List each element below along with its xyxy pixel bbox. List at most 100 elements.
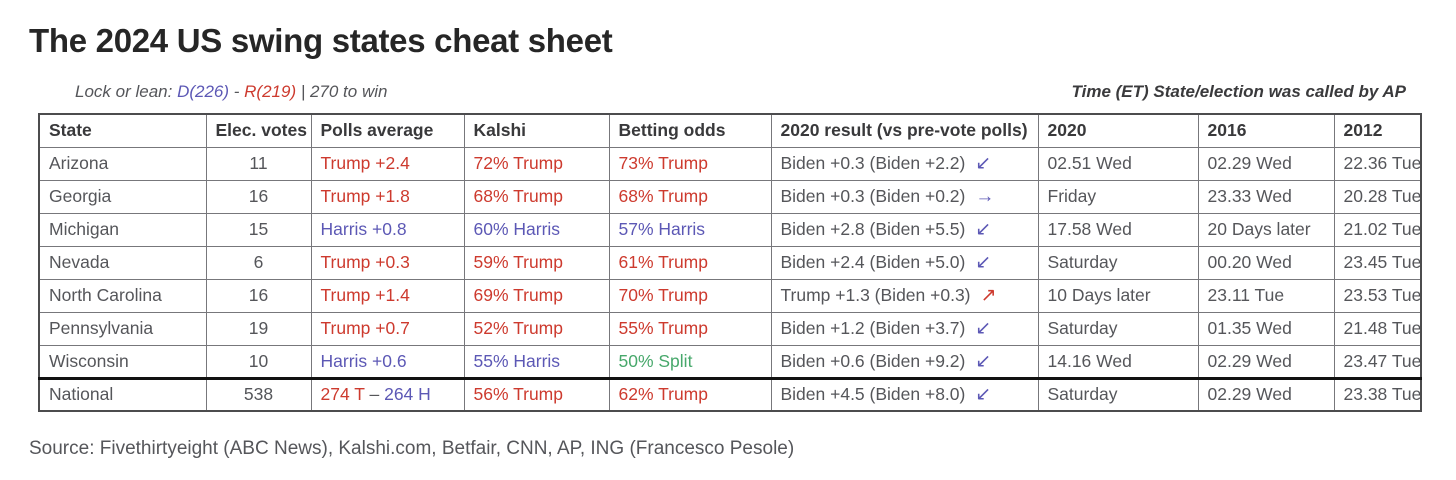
- cell-polls-average: Trump +0.7: [310, 311, 465, 346]
- polls-segment: 274 T: [320, 384, 365, 405]
- cell-state: North Carolina: [38, 278, 207, 313]
- cell-called-2020: Saturday: [1037, 245, 1199, 280]
- cell-betting-odds: 62% Trump: [608, 376, 772, 412]
- cell-kalshi: 68% Trump: [463, 179, 610, 214]
- cell-called-2020: Saturday: [1037, 376, 1199, 412]
- column-header-elec-votes: Elec. votes: [205, 113, 312, 148]
- trend-arrow-icon: ↙: [975, 318, 992, 339]
- kalshi-value: 59% Trump: [473, 252, 563, 272]
- betting-odds-value: 68% Trump: [618, 186, 708, 206]
- cell-called-2012: 20.28 Tue: [1333, 179, 1422, 214]
- cell-2020-result: Biden +0.3 (Biden +0.2) →: [770, 179, 1039, 214]
- cell-elec-votes: 19: [205, 311, 312, 346]
- kalshi-value: 52% Trump: [473, 318, 563, 338]
- cell-called-2012: 23.53 Tue: [1333, 278, 1422, 313]
- cell-2020-result: Biden +4.5 (Biden +8.0) ↙: [770, 376, 1039, 412]
- 2020-result-text: Biden +1.2 (Biden +3.7): [780, 318, 966, 338]
- kalshi-value: 69% Trump: [473, 285, 563, 305]
- cell-polls-average: Trump +1.4: [310, 278, 465, 313]
- row-michigan: Michigan 15 Harris +0.8 60% Harris 57% Harri…: [38, 212, 1422, 247]
- betting-odds-value: 70% Trump: [618, 285, 708, 305]
- cell-called-2016: 02.29 Wed: [1197, 376, 1335, 412]
- cell-kalshi: 55% Harris: [463, 344, 610, 379]
- cell-elec-votes: 15: [205, 212, 312, 247]
- cell-called-2020: 10 Days later: [1037, 278, 1199, 313]
- polls-segment: Trump +2.4: [320, 153, 410, 173]
- lock-or-lean-line: Lock or lean: D(226) - R(219) | 270 to w…: [38, 82, 387, 102]
- trend-arrow-icon: ↙: [975, 252, 992, 273]
- trend-arrow-icon: →: [975, 186, 995, 207]
- dem-lock-count: D(226): [177, 82, 230, 101]
- cell-betting-odds: 57% Harris: [608, 212, 772, 247]
- cell-called-2020: 17.58 Wed: [1037, 212, 1199, 247]
- row-arizona: Arizona 11 Trump +2.4 72% Trump 73% Trump Bid…: [38, 146, 1422, 181]
- cell-betting-odds: 50% Split: [608, 344, 772, 379]
- cell-kalshi: 59% Trump: [463, 245, 610, 280]
- column-header-kalshi: Kalshi: [463, 113, 610, 148]
- cell-state: National: [38, 376, 207, 412]
- cell-kalshi: 60% Harris: [463, 212, 610, 247]
- cell-polls-average: Harris +0.6: [310, 344, 465, 379]
- trend-arrow-icon: ↙: [975, 153, 992, 174]
- cell-called-2020: 14.16 Wed: [1037, 344, 1199, 379]
- betting-odds-value: 62% Trump: [618, 384, 708, 405]
- cell-kalshi: 72% Trump: [463, 146, 610, 181]
- column-header-state: State: [38, 113, 207, 148]
- cell-betting-odds: 73% Trump: [608, 146, 772, 181]
- kalshi-value: 56% Trump: [473, 384, 563, 405]
- cell-elec-votes: 11: [205, 146, 312, 181]
- cell-called-2016: 00.20 Wed: [1197, 245, 1335, 280]
- cell-state: Nevada: [38, 245, 207, 280]
- row-wisconsin: Wisconsin 10 Harris +0.6 55% Harris 50% Spli…: [38, 344, 1422, 379]
- page-title: The 2024 US swing states cheat sheet: [29, 22, 613, 59]
- trend-arrow-icon: ↗: [980, 285, 997, 306]
- column-header-2016: 2016: [1197, 113, 1335, 148]
- row-north-carolina: North Carolina 16 Trump +1.4 69% Trump 70% T…: [38, 278, 1422, 313]
- source-line: Source: Fivethirtyeight (ABC News), Kals…: [29, 438, 795, 459]
- kalshi-value: 60% Harris: [473, 219, 561, 239]
- cell-called-2016: 23.11 Tue: [1197, 278, 1335, 313]
- cell-2020-result: Biden +0.6 (Biden +9.2) ↙: [770, 344, 1039, 379]
- cell-called-2012: 23.38 Tue: [1333, 376, 1422, 412]
- polls-segment: 264 H: [384, 384, 431, 405]
- trend-arrow-icon: ↙: [975, 219, 992, 240]
- betting-odds-value: 61% Trump: [618, 252, 708, 272]
- cell-called-2020: Friday: [1037, 179, 1199, 214]
- row-nevada: Nevada 6 Trump +0.3 59% Trump 61% Trump Biden…: [38, 245, 1422, 280]
- cell-called-2012: 23.47 Tue: [1333, 344, 1422, 379]
- column-header-2012: 2012: [1333, 113, 1422, 148]
- subheader-row: Lock or lean: D(226) - R(219) | 270 to w…: [38, 82, 1420, 102]
- polls-segment: Trump +1.8: [320, 186, 410, 206]
- betting-odds-value: 50% Split: [618, 350, 693, 371]
- polls-segment: Trump +1.4: [320, 285, 410, 305]
- cell-elec-votes: 16: [205, 278, 312, 313]
- cell-kalshi: 69% Trump: [463, 278, 610, 313]
- betting-odds-value: 55% Trump: [618, 318, 708, 338]
- cell-betting-odds: 55% Trump: [608, 311, 772, 346]
- polls-segment: Harris +0.6: [320, 350, 407, 371]
- lock-line-separator: -: [229, 82, 245, 101]
- cell-called-2020: 02.51 Wed: [1037, 146, 1199, 181]
- cell-polls-average: Harris +0.8: [310, 212, 465, 247]
- rep-lock-count: R(219): [244, 82, 297, 101]
- kalshi-value: 68% Trump: [473, 186, 563, 206]
- cell-2020-result: Biden +2.4 (Biden +5.0) ↙: [770, 245, 1039, 280]
- cell-called-2020: Saturday: [1037, 311, 1199, 346]
- kalshi-value: 72% Trump: [473, 153, 563, 173]
- lock-line-prefix: Lock or lean:: [75, 82, 178, 101]
- cell-state: Wisconsin: [38, 344, 207, 379]
- cell-polls-average: 274 T – 264 H: [310, 376, 465, 412]
- cell-state: Pennsylvania: [38, 311, 207, 346]
- column-header-2020-result-vs-pre-vote-polls: 2020 result (vs pre-vote polls): [770, 113, 1039, 148]
- cell-called-2016: 20 Days later: [1197, 212, 1335, 247]
- 2020-result-text: Biden +0.3 (Biden +2.2): [780, 153, 966, 173]
- betting-odds-value: 73% Trump: [618, 153, 708, 173]
- trend-arrow-icon: ↙: [975, 350, 992, 372]
- cell-elec-votes: 16: [205, 179, 312, 214]
- table-body: Arizona 11 Trump +2.4 72% Trump 73% Trump Bid…: [38, 146, 1422, 412]
- cell-called-2012: 22.36 Tue: [1333, 146, 1422, 181]
- cell-called-2012: 23.45 Tue: [1333, 245, 1422, 280]
- row-national: National 538 274 T – 264 H 56% Trump 62% Tru…: [38, 376, 1422, 412]
- polls-segment: Harris +0.8: [320, 219, 407, 239]
- trend-arrow-icon: ↙: [975, 384, 992, 406]
